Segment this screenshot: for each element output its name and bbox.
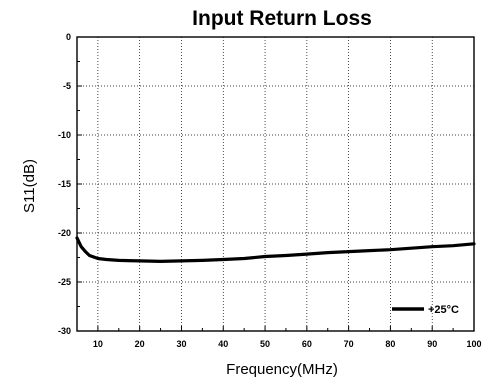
- y-tick-label: -15: [58, 179, 71, 189]
- grid-layer: [77, 37, 474, 331]
- series-line: [75, 236, 476, 263]
- plot-frame: [76, 36, 475, 332]
- x-tick-label: 50: [260, 339, 270, 349]
- legend-label: +25°C: [428, 304, 459, 316]
- y-tick-label: -30: [58, 326, 71, 336]
- y-tick-label: -5: [63, 81, 71, 91]
- y-axis-label: S11(dB): [21, 159, 38, 213]
- x-tick-label: 40: [218, 339, 228, 349]
- x-tick-label: 90: [427, 339, 437, 349]
- x-tick-label: 20: [135, 339, 145, 349]
- y-tick-label: -10: [58, 130, 71, 140]
- y-tick-label: -25: [58, 277, 71, 287]
- legend: +25°C: [392, 304, 459, 316]
- x-tick-label: 30: [176, 339, 186, 349]
- x-tick-label: 80: [385, 339, 395, 349]
- x-axis-label: Frequency(MHz): [226, 361, 338, 378]
- x-tick-label: 70: [344, 339, 354, 349]
- series-layer: [75, 236, 476, 263]
- x-tick-label: 10: [93, 339, 103, 349]
- chart-title: Input Return Loss: [192, 7, 372, 30]
- y-tick-label: 0: [66, 32, 71, 42]
- ticks-layer: 10 20 30 40 50 60 70 80 90 100 0 -5 -10 -15 -20 -25 -30: [58, 32, 482, 349]
- y-tick-label: -20: [58, 228, 71, 238]
- x-tick-label: 100: [466, 339, 481, 349]
- x-tick-label: 60: [302, 339, 312, 349]
